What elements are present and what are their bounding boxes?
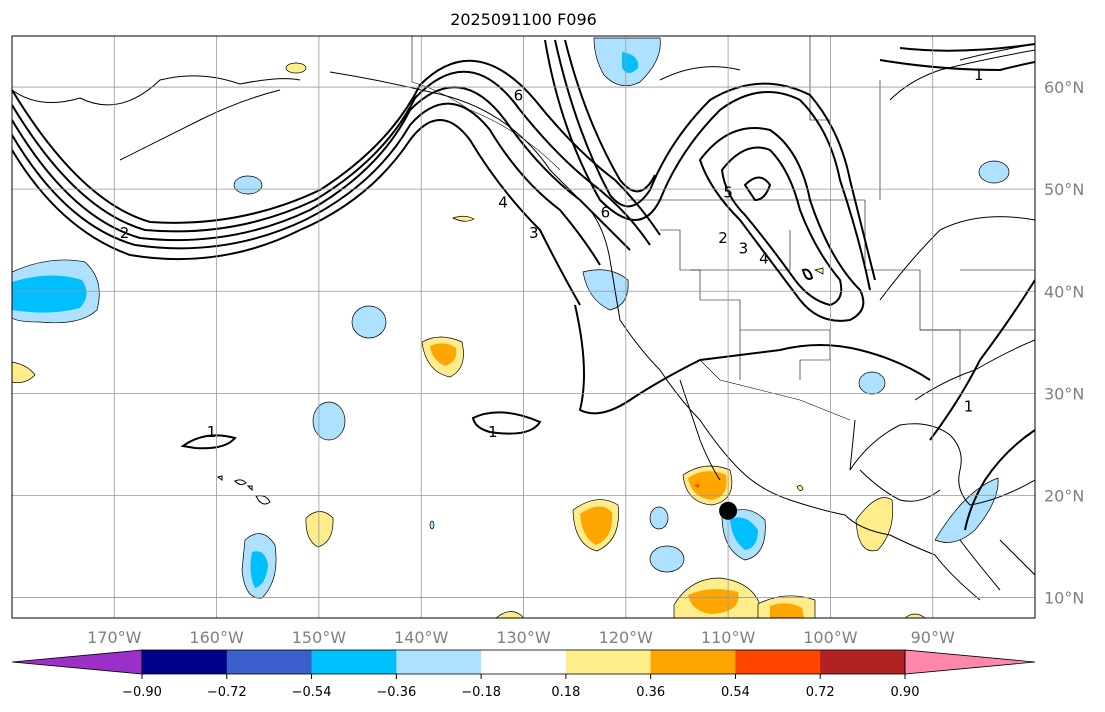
colorbar-outline [141,649,906,675]
storm-center-marker [719,501,738,520]
lon-tick-label: 140°W [394,628,449,647]
colorbar-tick-label: 0.18 [551,685,580,700]
contour-label: 1 [974,66,984,84]
height-contours [12,39,1035,531]
longitude-labels: 170°W 160°W 150°W 140°W 130°W 120°W 110°W 100°W… [87,628,955,647]
contour-label: 2 [120,224,130,242]
colorbar-tick-label: −0.72 [207,685,247,700]
lon-tick-label: 120°W [599,628,654,647]
colorbar-segment [650,650,736,674]
contour-label: 1 [488,423,498,441]
colorbar-tick-label: 0.72 [806,685,835,700]
lon-tick-label: 150°W [292,628,347,647]
lat-tick-label: 40°N [1044,282,1084,301]
contour-label: 1 [964,398,974,416]
lon-tick-label: 90°W [911,628,955,647]
colorbar-under-arrow [11,649,143,675]
colorbar-over-arrow [904,649,1036,675]
colorbar-tick-label: −0.90 [122,685,162,700]
lon-tick-label: 160°W [189,628,244,647]
colorbar-tick-label: −0.54 [292,685,332,700]
contour-label: 4 [759,250,769,268]
colorbar-tick-label: 0.90 [891,685,920,700]
contour-label: 6 [514,86,524,104]
contour-label: 3 [739,239,749,257]
map-title: 2025091100 F096 [450,10,597,29]
contour-label: 1 [207,423,217,441]
colorbar-segment [820,650,906,674]
lon-tick-label: 170°W [87,628,142,647]
colorbar-segment [481,650,567,674]
colorbar-segment [226,650,313,674]
lat-tick-label: 60°N [1044,78,1084,97]
contour-label: 4 [498,193,508,211]
colorbar-tick-label: −0.18 [461,685,501,700]
colorbar: −0.90 −0.72 −0.54 −0.36 −0.18 0.18 0.36 0.54 0.7… [11,649,1036,700]
lon-tick-label: 130°W [496,628,551,647]
hawaii-islands [216,475,271,505]
colorbar-tick-label: 0.36 [636,685,665,700]
contour-label: 3 [529,224,539,242]
lat-tick-label: 30°N [1044,384,1084,403]
colorbar-tick-label: −0.36 [376,685,416,700]
colorbar-segment [735,650,821,674]
contour-label: 5 [723,183,733,201]
lon-tick-label: 110°W [701,628,756,647]
latitude-labels: 60°N 50°N 40°N 30°N 20°N 10°N [1044,78,1084,608]
lat-tick-label: 10°N [1044,589,1084,608]
lat-tick-label: 20°N [1044,486,1084,505]
lon-tick-label: 100°W [803,628,858,647]
storm-marker-layer [719,501,738,520]
lat-tick-label: 50°N [1044,180,1084,199]
colorbar-segment [565,650,652,674]
colorbar-segment [311,650,397,674]
lat-lon-grid [12,36,1035,618]
colorbar-tick-label: 0.54 [721,685,750,700]
contour-label: 6 [601,204,611,222]
colorbar-segment [142,650,228,674]
anomaly-shading [12,37,1010,618]
colorbar-segment [396,650,482,674]
contour-label: 2 [718,229,728,247]
map-frame [11,35,1036,619]
